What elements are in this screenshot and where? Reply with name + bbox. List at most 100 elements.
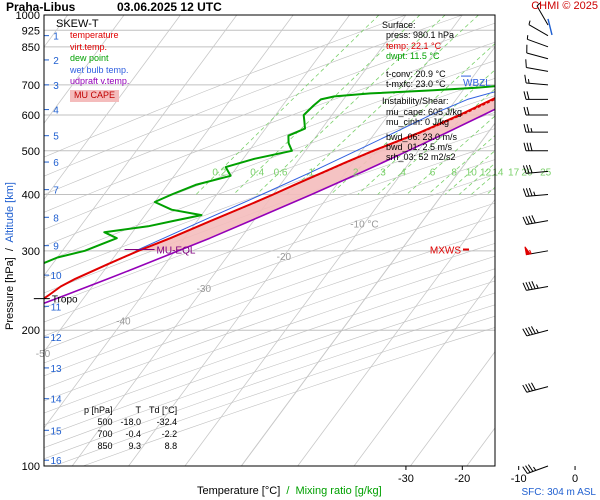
table-cell: 700 xyxy=(97,429,113,439)
isotherm-line xyxy=(44,15,238,277)
table-cell: 9.3 xyxy=(128,441,142,451)
wind-barb xyxy=(522,281,549,291)
temperature-tick-label: -10 xyxy=(511,473,527,485)
wind-barb xyxy=(536,2,549,26)
altitude-tick-label: 15 xyxy=(50,426,62,437)
legend-title: SKEW-T xyxy=(56,18,99,30)
isotherm-line xyxy=(410,351,495,466)
dry-adiabat xyxy=(44,188,495,351)
isotherm-line xyxy=(71,15,407,466)
altitude-tick-label: 6 xyxy=(53,158,59,169)
wind-barb xyxy=(525,59,549,72)
dry-adiabat xyxy=(44,229,495,389)
altitude-tick-label: 12 xyxy=(50,333,62,344)
legend-item-wet-bulb: wet bulb temp. xyxy=(70,64,129,75)
mixing-ratio-label: 0.4 xyxy=(250,167,264,178)
mixing-ratio-label: 0.6 xyxy=(274,167,288,178)
surface-press: press: 980.1 hPa xyxy=(386,30,455,41)
temperature-tick-label: -20 xyxy=(454,473,470,485)
pressure-tick-label: 700 xyxy=(22,80,40,92)
wind-barb xyxy=(522,382,549,393)
mixing-ratio-label: 4 xyxy=(400,167,406,178)
surface-dwpt: dwpt: 11.5 °C xyxy=(386,51,440,62)
series-line-wet-bulb-temp xyxy=(135,91,495,252)
mixing-ratio-label: 12 xyxy=(480,167,492,178)
altitude-tick-label: 1 xyxy=(53,32,59,43)
isotherm-label: -50 xyxy=(36,349,51,360)
level-table: p [hPa] T Td [°C] 500 -18.0 -32.4 700 -0… xyxy=(80,404,181,452)
altitude-tick-label: 3 xyxy=(53,81,59,92)
wind-barb xyxy=(524,246,549,256)
y-axis-label: Pressure [hPa] / Altitude [km] xyxy=(4,182,16,330)
altitude-tick-label: 8 xyxy=(53,213,59,224)
level-table-header-p: p [hPa] xyxy=(84,405,113,415)
wind-barb xyxy=(522,215,549,225)
dry-adiabat xyxy=(44,255,495,414)
series-line-dew-point xyxy=(44,85,495,265)
bwd-06-value: bwd_06: 23.0 m/s xyxy=(386,131,458,142)
pressure-tick-label: 925 xyxy=(22,25,40,37)
dry-adiabat xyxy=(44,268,495,426)
mixing-ratio-label: 8 xyxy=(451,167,457,178)
table-cell: -2.2 xyxy=(161,429,178,439)
table-cell: -18.0 xyxy=(120,417,142,427)
table-cell: 500 xyxy=(97,417,113,427)
surface-tmxfc: t-mxfc: 23.0 °C xyxy=(386,79,446,90)
pressure-tick-label: 300 xyxy=(22,246,40,258)
isotherm-line xyxy=(297,198,495,466)
table-cell: -32.4 xyxy=(156,417,178,427)
pressure-tick-label: 100 xyxy=(22,461,40,473)
mixing-ratio-label: 14 xyxy=(492,167,504,178)
wbzl-label: WBZL xyxy=(463,78,491,89)
series-line-udpraft-v-temp xyxy=(44,108,495,305)
station-title: Praha-Libus xyxy=(6,0,76,14)
datetime-title: 03.06.2025 12 UTC xyxy=(117,0,222,14)
dry-adiabat xyxy=(44,22,495,195)
isotherm-line xyxy=(184,46,495,466)
legend-item-dew-point: dew point xyxy=(70,53,109,64)
altitude-tick-label: 2 xyxy=(53,56,59,67)
pressure-tick-label: 200 xyxy=(22,325,40,337)
x-axis-temp-label: Temperature [°C] xyxy=(197,485,281,497)
altitude-tick-label: 7 xyxy=(53,186,59,197)
dry-adiabat xyxy=(44,41,495,213)
isotherm-line xyxy=(240,122,495,466)
dry-adiabat xyxy=(44,143,495,309)
altitude-tick-label: 16 xyxy=(50,456,62,467)
mixing-ratio-line xyxy=(286,15,479,195)
wind-barb xyxy=(524,74,549,86)
wind-barb xyxy=(528,20,549,37)
wind-barb xyxy=(522,326,549,337)
dry-adiabat xyxy=(44,202,495,364)
table-row: 850 9.3 8.8 xyxy=(80,440,181,452)
surface-temp: temp: 22.1 °C xyxy=(386,40,442,51)
axis-ticks: 1002003004005006007008509251000123456789… xyxy=(16,10,579,485)
tropo-label: Tropo xyxy=(52,295,78,306)
annotations-layer: -80 °C-70-60-50-40-30-20-10 °C0.20.40.61… xyxy=(33,75,552,360)
dry-adiabat xyxy=(44,78,495,247)
instability-title: Instability/Shear: xyxy=(382,96,449,107)
table-cell: 8.8 xyxy=(164,441,178,451)
isotherm-line xyxy=(44,15,181,201)
pressure-tick-label: 850 xyxy=(22,42,40,54)
temperature-tick-label: 0 xyxy=(572,473,578,485)
altitude-tick-label: 11 xyxy=(51,302,62,313)
mixing-ratio-line xyxy=(233,15,421,195)
x-axis-sep: / xyxy=(286,485,290,497)
isotherm-line xyxy=(128,15,463,466)
surface-info-panel: Surface: press: 980.1 hPa temp: 22.1 °C … xyxy=(382,20,462,163)
isotherm-label: -30 xyxy=(197,284,212,295)
pressure-tick-label: 600 xyxy=(22,110,40,122)
pressure-tick-label: 1000 xyxy=(16,10,40,22)
mixing-ratio-line xyxy=(256,15,446,195)
dry-adiabat xyxy=(44,243,495,402)
altitude-tick-label: 5 xyxy=(53,132,59,143)
mixing-ratio-line xyxy=(406,115,495,195)
dry-adiabat xyxy=(44,95,495,263)
mxws-label: MXWS xyxy=(430,246,461,257)
surface-tconv: t-conv: 20.9 °C xyxy=(386,68,446,79)
legend-item-updraft-vtemp: udpraft v.temp. xyxy=(70,76,130,87)
isotherm-label: -20 xyxy=(277,252,292,263)
mixing-ratio-label: 6 xyxy=(430,167,436,178)
